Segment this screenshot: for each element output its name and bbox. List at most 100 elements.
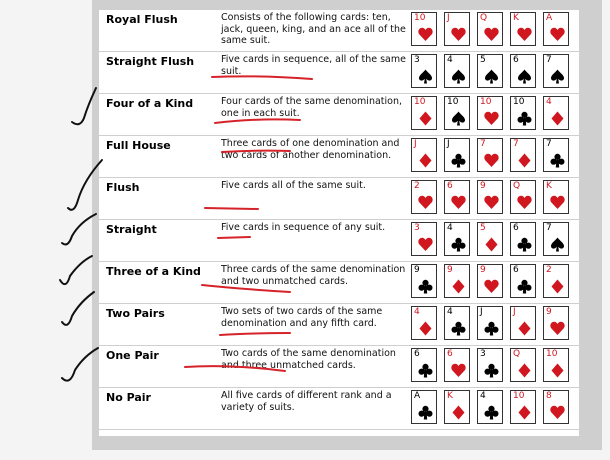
- card-rank: 2: [414, 181, 420, 191]
- club-icon: [451, 321, 466, 336]
- card-rank: 5: [480, 55, 486, 65]
- table-row: Full House Three cards of one denominatio…: [99, 136, 579, 178]
- diamond-icon: [518, 405, 531, 420]
- heart-icon: [418, 195, 433, 209]
- playing-card: 7: [510, 138, 536, 172]
- card-rank: 7: [546, 55, 552, 65]
- playing-card: 3: [477, 348, 503, 382]
- spade-icon: [452, 69, 465, 84]
- playing-card: 2: [543, 264, 569, 298]
- card-rank: 3: [414, 55, 420, 65]
- card-rank: J: [447, 139, 450, 149]
- playing-card: 10: [543, 348, 569, 382]
- checkmark: [59, 255, 93, 286]
- playing-card: 3: [411, 54, 437, 88]
- playing-card: J: [477, 306, 503, 340]
- card-rank: 4: [546, 97, 552, 107]
- spade-icon: [452, 111, 465, 126]
- card-rank: 7: [513, 139, 519, 149]
- heart-icon: [484, 111, 499, 125]
- club-icon: [418, 405, 433, 420]
- playing-card: 6: [411, 348, 437, 382]
- diamond-icon: [551, 111, 564, 126]
- example-cards: 3 4 5 6 7: [411, 222, 577, 260]
- diamond-icon: [419, 153, 432, 168]
- card-rank: 3: [480, 349, 486, 359]
- heart-icon: [484, 153, 499, 167]
- table-row: Straight Five cards in sequence of any su…: [99, 220, 579, 262]
- card-rank: 7: [546, 223, 552, 233]
- example-cards: 2 6 9 Q K: [411, 180, 577, 218]
- playing-card: 9: [477, 264, 503, 298]
- card-rank: 6: [414, 349, 420, 359]
- playing-card: 6: [510, 264, 536, 298]
- playing-card: Q: [477, 12, 503, 46]
- playing-card: 10: [510, 390, 536, 424]
- card-rank: 4: [414, 307, 420, 317]
- card-rank: 7: [480, 139, 486, 149]
- card-rank: Q: [513, 349, 521, 359]
- playing-card: 6: [444, 180, 470, 214]
- spade-icon: [485, 69, 498, 84]
- card-rank: 9: [447, 265, 453, 275]
- hand-name: Flush: [106, 181, 140, 194]
- diamond-icon: [518, 363, 531, 378]
- heart-icon: [550, 195, 565, 209]
- diamond-icon: [419, 321, 432, 336]
- club-icon: [484, 363, 499, 378]
- heart-icon: [550, 405, 565, 419]
- card-rank: 7: [546, 139, 552, 149]
- playing-card: 4: [444, 306, 470, 340]
- card-rank: K: [513, 13, 519, 23]
- playing-card: Q: [510, 348, 536, 382]
- card-rank: J: [480, 307, 483, 317]
- diamond-icon: [452, 405, 465, 420]
- club-icon: [550, 153, 565, 168]
- playing-card: 2: [411, 180, 437, 214]
- heart-icon: [550, 27, 565, 41]
- diamond-icon: [551, 363, 564, 378]
- table-row: Straight Flush Five cards in sequence, al…: [99, 52, 579, 94]
- playing-card: A: [543, 12, 569, 46]
- heart-icon: [484, 279, 499, 293]
- hand-description: Three cards of one denomination and two …: [221, 138, 400, 161]
- spade-icon: [551, 69, 564, 84]
- heart-icon: [484, 27, 499, 41]
- card-rank: 9: [480, 181, 486, 191]
- card-rank: K: [447, 391, 453, 401]
- playing-card: 10: [411, 12, 437, 46]
- playing-card: 6: [510, 54, 536, 88]
- heart-icon: [517, 27, 532, 41]
- example-cards: 9 9 9 6 2: [411, 264, 577, 302]
- example-cards: A K 4 10 8: [411, 390, 577, 428]
- playing-card: K: [543, 180, 569, 214]
- table-row: No Pair All five cards of different rank …: [99, 388, 579, 430]
- table-row: One Pair Two cards of the same denominati…: [99, 346, 579, 388]
- playing-card: 9: [444, 264, 470, 298]
- diamond-icon: [518, 153, 531, 168]
- card-rank: 10: [447, 97, 459, 107]
- example-cards: 4 4 J J 9: [411, 306, 577, 344]
- playing-card: 7: [543, 138, 569, 172]
- card-rank: Q: [513, 181, 521, 191]
- card-rank: 10: [546, 349, 558, 359]
- hand-description: Four cards of the same denomination, one…: [221, 96, 403, 119]
- card-rank: 10: [480, 97, 492, 107]
- card-rank: 4: [480, 391, 486, 401]
- playing-card: 7: [543, 54, 569, 88]
- playing-card: 10: [444, 96, 470, 130]
- playing-card: 6: [510, 222, 536, 256]
- card-rank: J: [513, 307, 516, 317]
- card-rank: 6: [513, 55, 519, 65]
- playing-card: A: [411, 390, 437, 424]
- example-cards: 10 10 10 10 4: [411, 96, 577, 134]
- playing-card: K: [510, 12, 536, 46]
- playing-card: K: [444, 390, 470, 424]
- hand-description: Two sets of two cards of the same denomi…: [221, 306, 383, 329]
- hand-description: Three cards of the same denomination and…: [221, 264, 406, 287]
- example-cards: 6 6 3 Q 10: [411, 348, 577, 386]
- poker-hands-table: Royal Flush Consists of the following car…: [99, 10, 579, 436]
- playing-card: 5: [477, 222, 503, 256]
- playing-card: J: [411, 138, 437, 172]
- playing-card: 10: [510, 96, 536, 130]
